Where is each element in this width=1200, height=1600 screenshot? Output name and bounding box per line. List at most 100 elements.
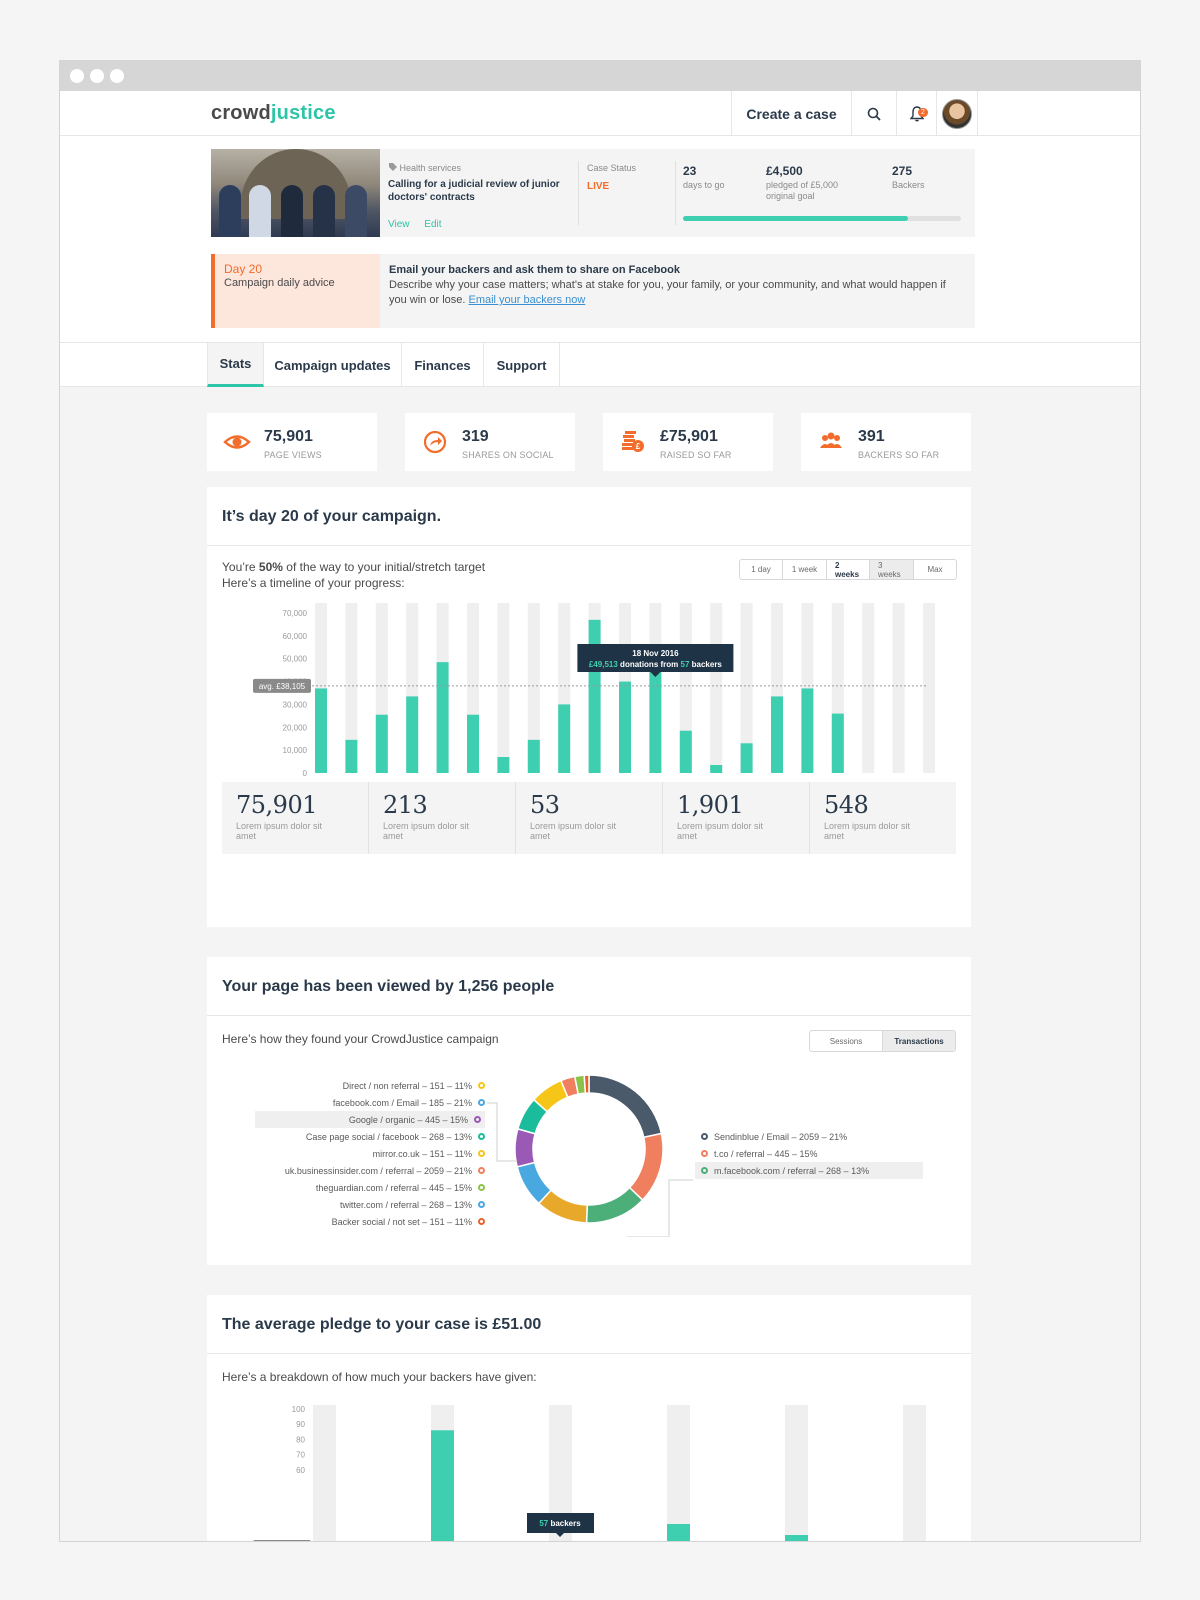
donut-slice[interactable]: [583, 1074, 590, 1094]
progress-text-line2: Here’s a timeline of your progress:: [222, 576, 405, 590]
window-maximize-dot[interactable]: [110, 69, 124, 83]
bar[interactable]: [831, 713, 844, 773]
days-to-go-label: days to go: [683, 180, 725, 190]
legend-item[interactable]: facebook.com / Email – 185 – 21%: [267, 1094, 485, 1111]
people-icon: [820, 432, 842, 448]
legend-marker: [478, 1082, 485, 1089]
bar[interactable]: [801, 688, 814, 773]
tooltip-detail: £49,513 donations from 57 backers: [589, 660, 723, 669]
advice-subtitle: Campaign daily advice: [224, 277, 335, 289]
legend-item[interactable]: theguardian.com / referral – 445 – 15%: [267, 1179, 485, 1196]
bar-track: [313, 1405, 336, 1541]
notifications-button[interactable]: 2: [896, 91, 936, 136]
legend-item[interactable]: Case page social / facebook – 268 – 13%: [267, 1128, 485, 1145]
legend-marker: [478, 1167, 485, 1174]
donut-slice[interactable]: [514, 1127, 537, 1168]
bar[interactable]: [740, 743, 753, 773]
kpi-value: 319: [462, 428, 489, 445]
toggle-sessions[interactable]: Sessions: [810, 1031, 883, 1051]
kpi-value: 391: [858, 428, 885, 445]
legend-item[interactable]: Sendinblue / Email – 2059 – 21%: [695, 1128, 923, 1145]
average-label-box: [253, 678, 311, 693]
legend-item[interactable]: twitter.com / referral – 268 – 13%: [267, 1196, 485, 1213]
legend-item[interactable]: uk.businessinsider.com / referral – 2059…: [267, 1162, 485, 1179]
y-tick-label: 30,000: [283, 700, 308, 709]
toggle-transactions[interactable]: Transactions: [883, 1031, 955, 1051]
bar[interactable]: [375, 714, 388, 773]
legend-marker: [478, 1218, 485, 1225]
legend-item[interactable]: t.co / referral – 445 – 15%: [695, 1145, 923, 1162]
bar-track: [785, 1405, 808, 1541]
legend-label: uk.businessinsider.com / referral – 2059…: [284, 1165, 472, 1176]
bar[interactable]: [785, 1535, 808, 1542]
donut-slice[interactable]: [585, 1186, 644, 1224]
pledge-panel-subtitle: Here’s a breakdown of how much your back…: [222, 1370, 537, 1384]
share-icon: [423, 430, 447, 454]
browser-window: crowdjustice Create a case 2 Health: [59, 60, 1141, 1542]
legend-marker: [478, 1133, 485, 1140]
bar[interactable]: [679, 730, 692, 773]
summary-value: 548: [824, 791, 869, 819]
tab-campaign-updates[interactable]: Campaign updates: [264, 343, 402, 387]
legend-label: theguardian.com / referral – 445 – 15%: [315, 1182, 472, 1193]
bar[interactable]: [710, 765, 723, 773]
summary-label: Lorem ipsum dolor sit amet: [236, 821, 323, 841]
bar[interactable]: [345, 739, 358, 773]
bar[interactable]: [436, 662, 449, 773]
bar[interactable]: [771, 696, 783, 773]
tab-finances[interactable]: Finances: [402, 343, 484, 387]
logo[interactable]: crowdjustice: [211, 102, 336, 125]
create-case-button[interactable]: Create a case: [731, 91, 851, 136]
donut-slice[interactable]: [628, 1132, 664, 1202]
tab-support[interactable]: Support: [484, 343, 560, 387]
view-case-link[interactable]: View: [388, 219, 410, 230]
email-backers-link[interactable]: Email your backers now: [468, 294, 586, 306]
tab-stats[interactable]: Stats: [207, 343, 264, 387]
search-button[interactable]: [851, 91, 896, 136]
range-3-weeks[interactable]: 3 weeks: [870, 560, 914, 579]
advice-day-box: Day 20 Campaign daily advice: [211, 254, 380, 328]
bar-track: [549, 1405, 572, 1541]
bar[interactable]: [315, 688, 327, 773]
case-photo: [211, 149, 380, 237]
bar[interactable]: [467, 714, 479, 773]
range-1-week[interactable]: 1 week: [783, 560, 827, 579]
advice-body: Describe why your case matters; what's a…: [389, 279, 946, 306]
bar-track: [710, 603, 723, 773]
bar[interactable]: [558, 704, 571, 773]
bar[interactable]: [667, 1524, 690, 1542]
bar[interactable]: [527, 739, 540, 773]
average-label-box: [253, 1540, 311, 1541]
window-close-dot[interactable]: [70, 69, 84, 83]
range-1-day[interactable]: 1 day: [740, 560, 783, 579]
legend-item[interactable]: Direct / non referral – 151 – 11%: [267, 1077, 485, 1094]
bar-track: [667, 1405, 690, 1541]
pledged-label: pledged of £5,000 original goal: [766, 180, 839, 201]
legend-item[interactable]: m.facebook.com / referral – 268 – 13%: [695, 1162, 923, 1179]
summary-label: Lorem ipsum dolor sit amet: [530, 821, 617, 841]
funding-progress-fill: [683, 216, 909, 221]
range-max[interactable]: Max: [927, 565, 943, 574]
donut-slice[interactable]: [588, 1074, 663, 1139]
window-minimize-dot[interactable]: [90, 69, 104, 83]
case-status-badge: LIVE: [587, 181, 610, 192]
bar[interactable]: [406, 696, 419, 773]
bar-track: [740, 603, 753, 773]
bar[interactable]: [619, 681, 631, 773]
summary-stat: 548 Lorem ipsum dolor sit amet: [810, 782, 957, 854]
bar[interactable]: [649, 670, 662, 773]
bar-tooltip: 18 Nov 2016 £49,513 donations from 57 bac…: [577, 644, 734, 677]
legend-item[interactable]: Backer social / not set – 151 – 11%: [267, 1213, 485, 1230]
range-2-weeks[interactable]: 2 weeks: [827, 560, 870, 579]
legend-item[interactable]: Google / organic – 445 – 15%: [255, 1111, 485, 1128]
advice-text: Email your backers and ask them to share…: [389, 263, 949, 308]
user-menu[interactable]: [936, 91, 978, 136]
logo-text-b: justice: [270, 102, 336, 124]
kpi-backers: 391 BACKERS SO FAR: [801, 413, 971, 471]
legend-item[interactable]: mirror.co.uk – 151 – 11%: [267, 1145, 485, 1162]
bar[interactable]: [588, 619, 601, 773]
edit-case-link[interactable]: Edit: [424, 219, 442, 230]
bar[interactable]: [497, 757, 510, 773]
bar[interactable]: [431, 1430, 454, 1542]
